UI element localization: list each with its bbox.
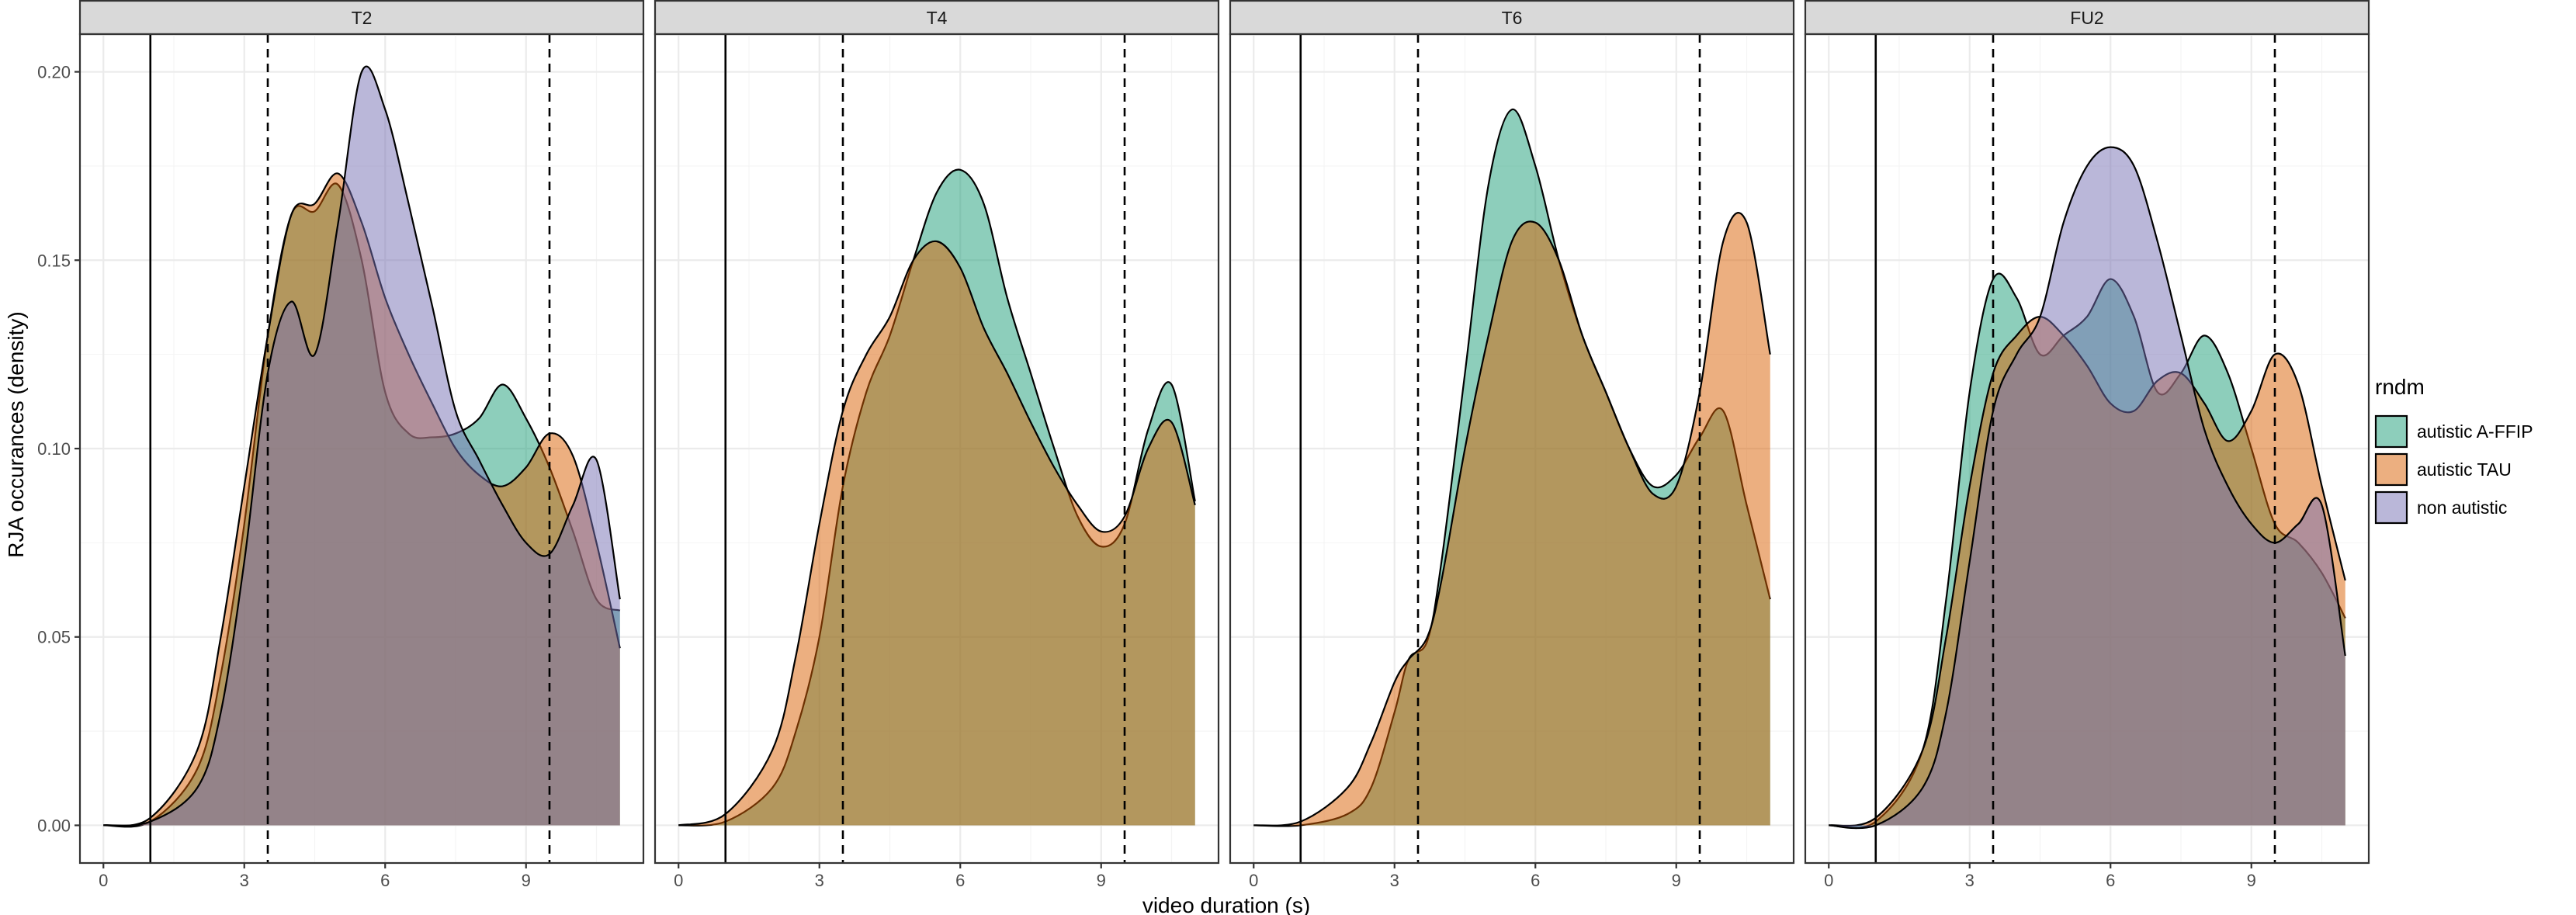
facet-strip <box>1804 0 2370 36</box>
facet-label: T2 <box>352 8 373 28</box>
x-tick-label: 9 <box>2247 871 2256 890</box>
density-line-non-autistic <box>103 65 621 827</box>
y-tick-label: 0.20 <box>37 63 71 82</box>
legend-label: autistic A-FFIP <box>2417 421 2533 442</box>
legend-item: autistic TAU <box>2373 452 2512 487</box>
x-tick-label: 9 <box>1097 871 1106 890</box>
x-tick-label: 3 <box>240 871 249 890</box>
y-tick-label: 0.05 <box>37 628 71 647</box>
x-tick-label: 0 <box>1249 871 1258 890</box>
x-tick-label: 6 <box>1531 871 1540 890</box>
x-tick-label: 6 <box>2106 871 2115 890</box>
legend: rndm autistic A-FFIP autistic TAU non auti… <box>2373 375 2533 525</box>
facet-label: FU2 <box>2070 8 2103 28</box>
facet-label: T4 <box>927 8 948 28</box>
facet-label: T6 <box>1502 8 1523 28</box>
density-line-non-autistic <box>1829 146 2346 830</box>
panel-border <box>1229 33 1795 865</box>
legend-key <box>2374 452 2408 487</box>
density-area-autistic-tau <box>678 241 1195 826</box>
panel-border <box>654 33 1220 865</box>
y-tick-label: 0.15 <box>37 251 71 270</box>
legend-item: non autistic <box>2373 490 2507 525</box>
x-tick-label: 3 <box>1965 871 1974 890</box>
y-tick-label: 0.10 <box>37 439 71 459</box>
x-tick-label: 0 <box>674 871 683 890</box>
facet-T4: T4 0 3 6 9 <box>654 0 1220 890</box>
panel-border <box>1804 33 2370 865</box>
x-axis-title: video duration (s) <box>1142 893 1310 915</box>
facet-FU2: FU2 0 3 6 9 <box>1804 0 2370 890</box>
x-tick-label: 3 <box>1390 871 1399 890</box>
legend-key <box>2374 490 2408 525</box>
x-tick-label: 6 <box>955 871 965 890</box>
legend-label: non autistic <box>2417 497 2507 518</box>
x-tick-label: 0 <box>99 871 108 890</box>
legend-item: autistic A-FFIP <box>2373 414 2533 449</box>
legend-key <box>2374 414 2408 449</box>
facet-strip <box>654 0 1220 36</box>
density-area-autistic-tau <box>1253 213 1770 826</box>
legend-title: rndm <box>2375 375 2425 399</box>
x-tick-label: 3 <box>815 871 824 890</box>
facet-strip <box>1229 0 1795 36</box>
x-tick-label: 0 <box>1824 871 1833 890</box>
density-area-non-autistic <box>103 66 620 826</box>
x-tick-label: 6 <box>380 871 390 890</box>
density-line-autistic-tau <box>1253 212 1771 827</box>
facet-strip <box>78 0 645 36</box>
x-tick-label: 9 <box>1672 871 1681 890</box>
legend-label: autistic TAU <box>2417 459 2512 480</box>
facet-T2: T2 0 3 6 9 0.00 0.05 0.10 0.15 0.20 <box>37 0 645 890</box>
density-area-non-autistic <box>1829 147 2345 829</box>
y-axis-title: RJA occurances (density) <box>4 311 28 557</box>
x-tick-label: 9 <box>522 871 531 890</box>
y-tick-label: 0.00 <box>37 816 71 835</box>
facet-T6: T6 0 3 6 9 <box>1229 0 1795 890</box>
density-line-autistic-tau <box>678 240 1196 827</box>
